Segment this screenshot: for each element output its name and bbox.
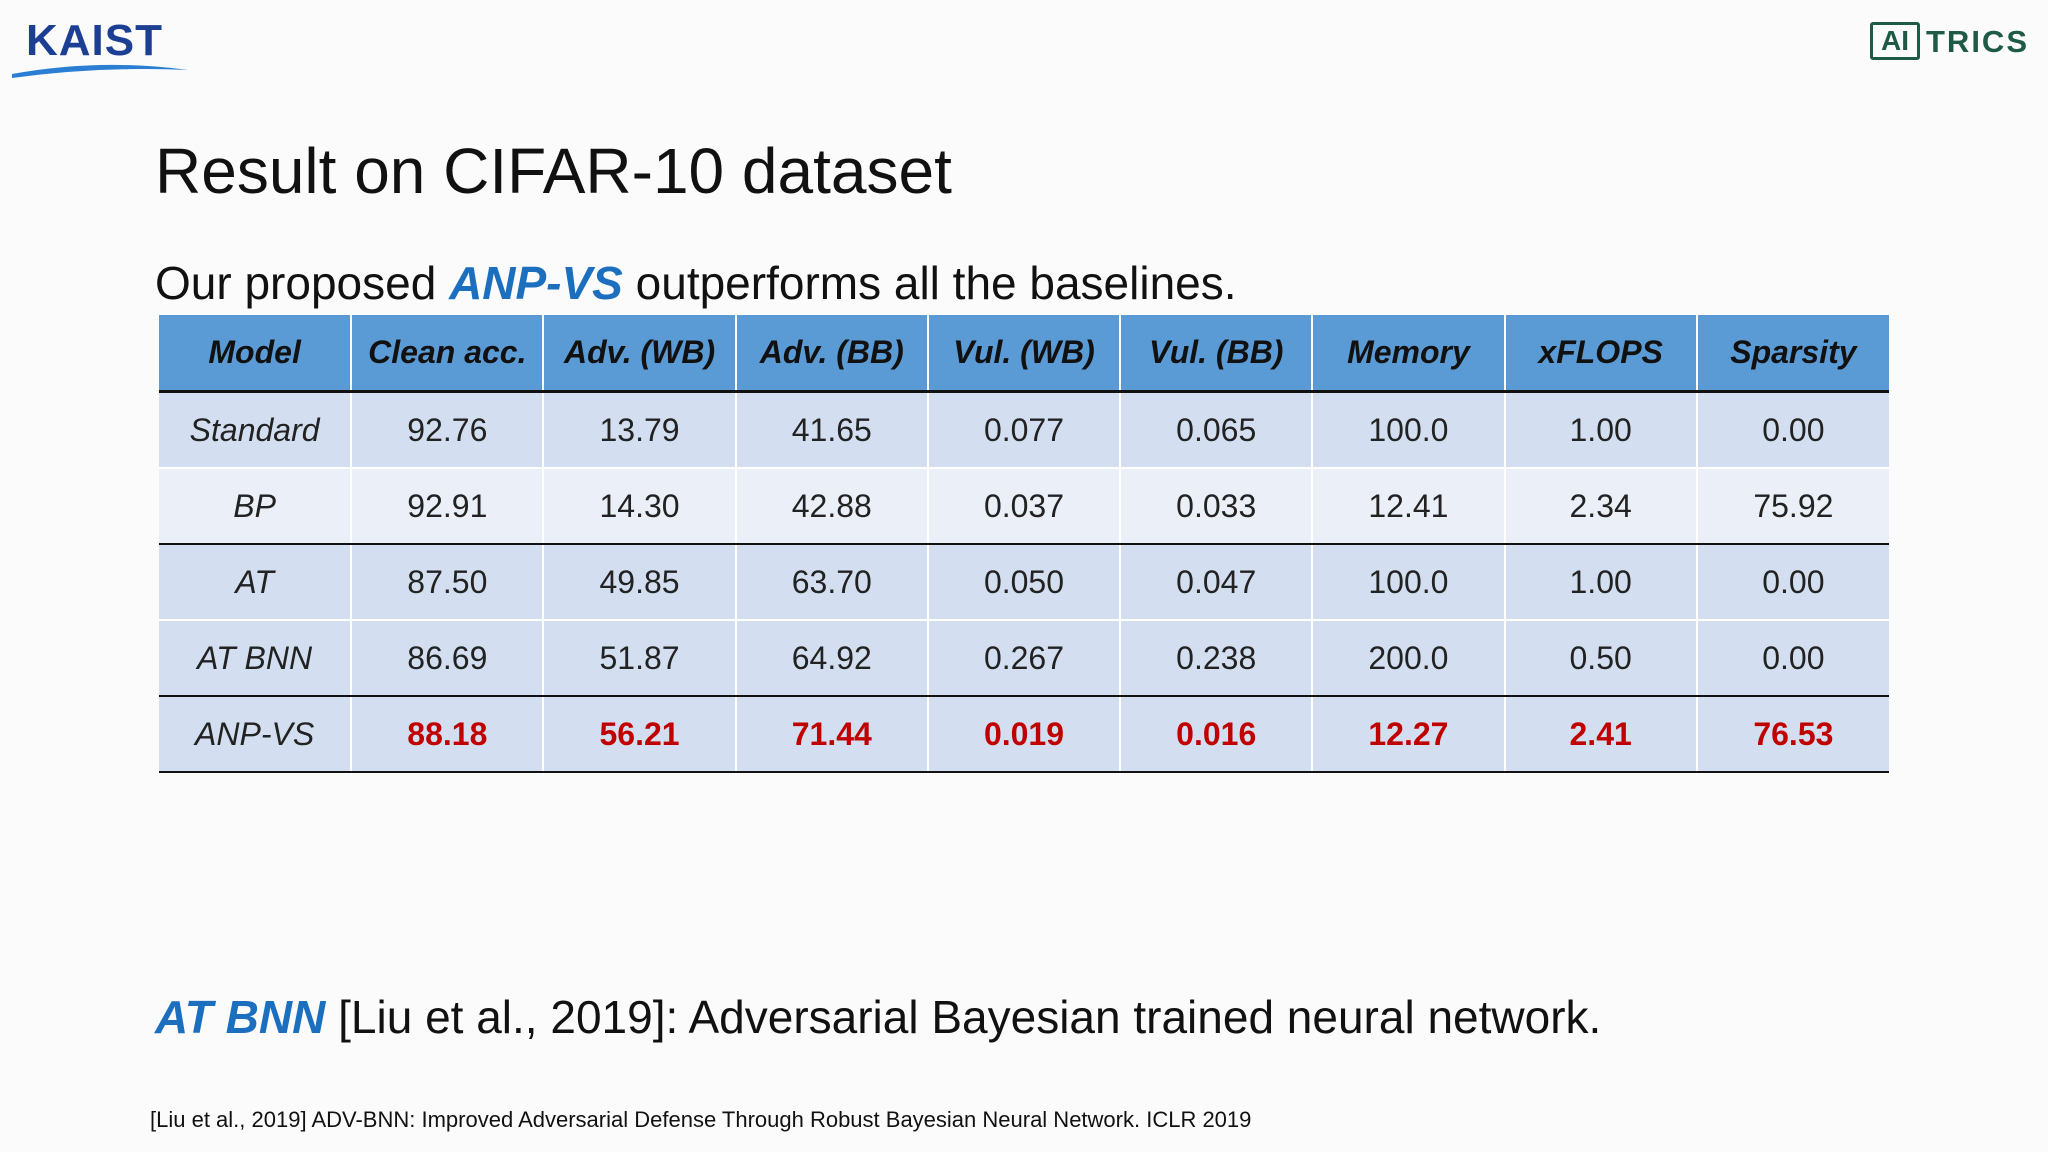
- cell-value: 0.00: [1695, 544, 1889, 621]
- table-header-row: Model Clean acc. Adv. (WB) Adv. (BB) Vul…: [159, 315, 1889, 393]
- subtitle-highlight: ANP-VS: [449, 257, 623, 309]
- cell-value-best: 71.44: [734, 696, 928, 773]
- cell-value: 51.87: [542, 620, 736, 697]
- cell-value: 0.033: [1119, 468, 1313, 545]
- slide-title: Result on CIFAR-10 dataset: [155, 135, 952, 207]
- cell-value: 87.50: [350, 544, 544, 621]
- kaist-logo-text: KAIST: [26, 16, 163, 65]
- cell-value: 1.00: [1503, 544, 1697, 621]
- cell-value-best: 0.016: [1119, 696, 1313, 773]
- subtitle-prefix: Our proposed: [155, 257, 450, 309]
- header-clean-acc: Clean acc.: [350, 315, 544, 393]
- aitrics-logo-box: AI: [1870, 22, 1920, 60]
- cell-value: 41.65: [734, 391, 928, 469]
- cell-value: 100.0: [1311, 391, 1505, 469]
- cell-value-best: 76.53: [1695, 696, 1889, 773]
- cell-model: AT BNN: [159, 620, 352, 697]
- cell-value-best: 0.019: [926, 696, 1121, 773]
- results-table: Model Clean acc. Adv. (WB) Adv. (BB) Vul…: [159, 315, 1889, 773]
- cell-value: 64.92: [734, 620, 928, 697]
- table-row: AT 87.50 49.85 63.70 0.050 0.047 100.0 1…: [159, 544, 1889, 621]
- note-text: [Liu et al., 2019]: Adversarial Bayesian…: [325, 991, 1602, 1043]
- kaist-logo-swoosh: [12, 64, 188, 78]
- method-note: AT BNN [Liu et al., 2019]: Adversarial B…: [155, 990, 1601, 1044]
- table-row: BP 92.91 14.30 42.88 0.037 0.033 12.41 2…: [159, 468, 1889, 545]
- cell-value: 0.065: [1119, 391, 1313, 469]
- header-adv-wb: Adv. (WB): [542, 315, 736, 393]
- subtitle-suffix: outperforms all the baselines.: [622, 257, 1237, 309]
- cell-value: 0.00: [1695, 391, 1889, 469]
- cell-value: 200.0: [1311, 620, 1505, 697]
- cell-value: 49.85: [542, 544, 736, 621]
- cell-value: 0.047: [1119, 544, 1313, 621]
- cell-value: 13.79: [542, 391, 736, 469]
- header-model: Model: [159, 315, 352, 393]
- cell-value: 0.267: [926, 620, 1121, 697]
- reference-footnote: [Liu et al., 2019] ADV-BNN: Improved Adv…: [150, 1107, 1252, 1132]
- header-vul-bb: Vul. (BB): [1119, 315, 1313, 393]
- aitrics-logo: AI TRICS: [1870, 20, 2035, 64]
- table-row: Standard 92.76 13.79 41.65 0.077 0.065 1…: [159, 391, 1889, 469]
- cell-value: 1.00: [1503, 391, 1697, 469]
- subtitle: Our proposed ANP-VS outperforms all the …: [155, 256, 1237, 310]
- cell-value: 86.69: [350, 620, 544, 697]
- cell-value: 0.238: [1119, 620, 1313, 697]
- cell-value: 100.0: [1311, 544, 1505, 621]
- cell-value: 2.34: [1503, 468, 1697, 545]
- cell-value: 42.88: [734, 468, 928, 545]
- cell-value-best: 12.27: [1311, 696, 1505, 773]
- header-adv-bb: Adv. (BB): [734, 315, 928, 393]
- kaist-logo: KAIST: [10, 16, 190, 78]
- cell-value: 0.00: [1695, 620, 1889, 697]
- cell-model: BP: [159, 468, 352, 545]
- cell-value-best: 88.18: [350, 696, 544, 773]
- cell-value: 75.92: [1695, 468, 1889, 545]
- cell-model: AT: [159, 544, 352, 621]
- table-row-best: ANP-VS 88.18 56.21 71.44 0.019 0.016 12.…: [159, 696, 1889, 773]
- cell-value-best: 56.21: [542, 696, 736, 773]
- cell-value: 0.050: [926, 544, 1121, 621]
- aitrics-logo-text: TRICS: [1926, 24, 2029, 59]
- header-memory: Memory: [1311, 315, 1505, 393]
- cell-model: Standard: [159, 391, 352, 469]
- header-sparsity: Sparsity: [1695, 315, 1889, 393]
- cell-value: 0.077: [926, 391, 1121, 469]
- note-highlight: AT BNN: [155, 991, 326, 1043]
- cell-value: 92.91: [350, 468, 544, 545]
- cell-value: 0.50: [1503, 620, 1697, 697]
- header-xflops: xFLOPS: [1503, 315, 1697, 393]
- cell-value: 12.41: [1311, 468, 1505, 545]
- header-vul-wb: Vul. (WB): [926, 315, 1121, 393]
- cell-value: 14.30: [542, 468, 736, 545]
- cell-model: ANP-VS: [159, 696, 352, 773]
- cell-value-best: 2.41: [1503, 696, 1697, 773]
- cell-value: 0.037: [926, 468, 1121, 545]
- cell-value: 63.70: [734, 544, 928, 621]
- table-row: AT BNN 86.69 51.87 64.92 0.267 0.238 200…: [159, 620, 1889, 697]
- cell-value: 92.76: [350, 391, 544, 469]
